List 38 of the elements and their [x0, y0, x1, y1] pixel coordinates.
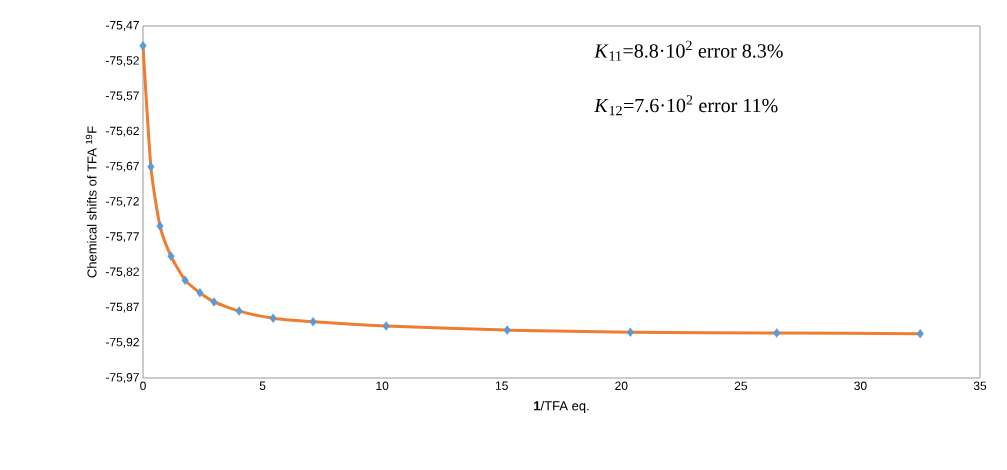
point — [916, 328, 924, 339]
x-tick-label: 35 — [973, 381, 987, 391]
y-tick-label: -75,47 — [105, 21, 139, 31]
y-tick-label: -75,67 — [105, 161, 139, 172]
x-tick-label: 0 — [140, 381, 146, 391]
point — [626, 327, 634, 337]
y-tick-label: -75,92 — [105, 337, 139, 348]
x-tick-label: 25 — [734, 381, 748, 391]
y-axis-title: Chemical shifts of TFA $^{19}$F — [85, 126, 97, 278]
x-tick-label: 15 — [495, 381, 508, 390]
point — [269, 313, 277, 323]
x-tick-label: 5 — [259, 381, 266, 390]
y-tick-label: -75,62 — [105, 126, 139, 137]
annotation: K$_{12}$=7.6·10$^{2}$ error 11% — [594, 95, 778, 116]
point — [210, 297, 218, 307]
y-tick-label: -75,82 — [105, 267, 139, 278]
x-tick-label: 30 — [854, 381, 867, 391]
x-tick-label: 20 — [615, 381, 628, 391]
y-tick-label: -75,52 — [105, 56, 139, 67]
point — [147, 162, 155, 172]
point — [503, 325, 511, 335]
point — [181, 275, 189, 285]
point — [139, 41, 147, 51]
y-tick-label: -75,72 — [105, 197, 139, 207]
y-tick-label: -75,97 — [105, 373, 139, 383]
point — [167, 251, 175, 261]
point — [196, 288, 204, 298]
y-tick-label: -75,87 — [105, 302, 139, 313]
annotation: K$_{11}$=8.8·10$^{2}$ error 8.3% — [594, 40, 783, 61]
point — [235, 306, 243, 316]
point — [156, 221, 164, 231]
y-tick-label: -75,77 — [105, 232, 139, 243]
x-axis-title: 1/TFA eq. — [534, 400, 589, 413]
x-tick-label: 10 — [376, 381, 389, 391]
point — [773, 328, 781, 338]
y-tick-label: -75,57 — [105, 91, 139, 102]
point — [382, 321, 390, 331]
point — [309, 316, 317, 327]
